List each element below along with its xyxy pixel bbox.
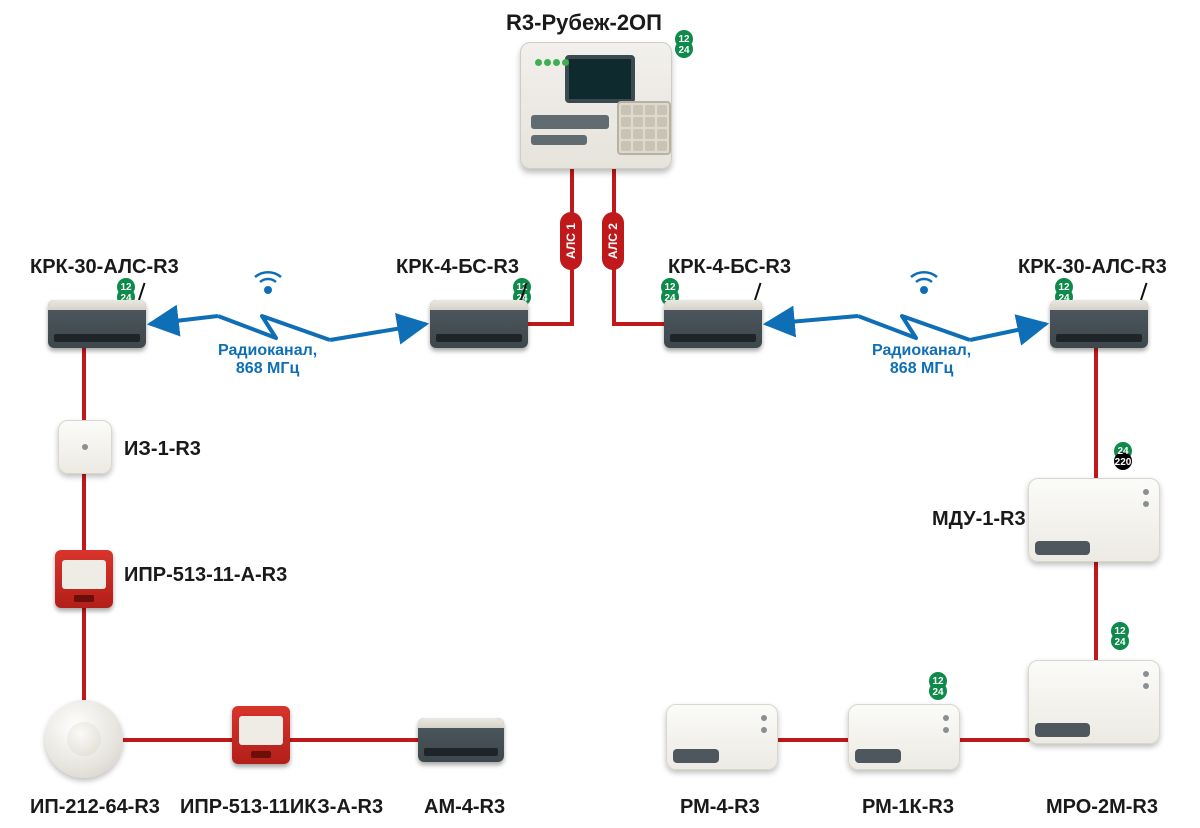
svg-text:24: 24 — [932, 687, 944, 698]
device-label-iz1: ИЗ-1-R3 — [124, 438, 201, 461]
device-label-mro: МРО-2М-R3 — [1046, 796, 1158, 819]
device-ip212 — [45, 700, 123, 778]
device-label-rm4: РМ-4-R3 — [680, 796, 760, 819]
device-krk4R — [664, 300, 762, 348]
device-label-ip212: ИП-212-64-R3 — [30, 796, 160, 819]
svg-text:12: 12 — [1114, 626, 1126, 637]
wire-3 — [614, 300, 664, 324]
device-krk4L — [430, 300, 528, 348]
device-krk30R — [1050, 300, 1148, 348]
device-label-krk4R: КРК-4-БС-R3 — [668, 256, 791, 279]
radio-link-label: Радиоканал, 868 МГц — [872, 342, 971, 378]
svg-text:24: 24 — [1114, 637, 1126, 648]
device-label-krk4L: КРК-4-БС-R3 — [396, 256, 519, 279]
device-label-ipr2: ИПР-513-11ИКЗ-А-R3 — [180, 796, 383, 819]
device-am4 — [418, 718, 504, 762]
svg-text:24: 24 — [678, 45, 690, 56]
device-label-mdu: МДУ-1-R3 — [932, 508, 1026, 531]
svg-text:12: 12 — [664, 282, 676, 293]
als-badge-2: АЛС 2 — [602, 212, 624, 270]
device-label-ipr1: ИПР-513-11-А-R3 — [124, 564, 287, 587]
device-mro — [1028, 660, 1160, 744]
svg-text:12: 12 — [678, 34, 690, 45]
svg-text:24: 24 — [1117, 446, 1129, 457]
control-panel — [520, 42, 672, 169]
svg-text:12: 12 — [932, 676, 944, 687]
voltage-badge: 1224 — [1108, 622, 1132, 650]
voltage-badge: 24220 — [1108, 442, 1138, 470]
svg-text:12: 12 — [120, 282, 132, 293]
als-badge-1: АЛС 1 — [560, 212, 582, 270]
device-ipr1 — [55, 550, 113, 608]
device-iz1 — [58, 420, 112, 474]
device-rm4 — [666, 704, 778, 770]
device-krk30L — [48, 300, 146, 348]
antenna-icon — [255, 272, 281, 294]
wire-2 — [528, 300, 572, 324]
device-rm1k — [848, 704, 960, 770]
device-ipr2 — [232, 706, 290, 764]
voltage-badge: 1224 — [926, 672, 950, 700]
panel-title: R3-Рубеж-2ОП — [506, 10, 662, 36]
svg-text:12: 12 — [1058, 282, 1070, 293]
voltage-badge: 1224 — [672, 30, 696, 58]
device-label-krk30R: КРК-30-АЛС-R3 — [1018, 256, 1167, 279]
radio-link-label: Радиоканал, 868 МГц — [218, 342, 317, 378]
device-mdu — [1028, 478, 1160, 562]
antenna-icon — [911, 272, 937, 294]
device-label-krk30L: КРК-30-АЛС-R3 — [30, 256, 179, 279]
svg-text:220: 220 — [1115, 457, 1132, 468]
device-label-rm1k: РМ-1К-R3 — [862, 796, 954, 819]
device-label-am4: АМ-4-R3 — [424, 796, 505, 819]
diagram-stage: Радиоканал, 868 МГц Радиоканал, 868 МГц АЛ… — [0, 0, 1200, 828]
